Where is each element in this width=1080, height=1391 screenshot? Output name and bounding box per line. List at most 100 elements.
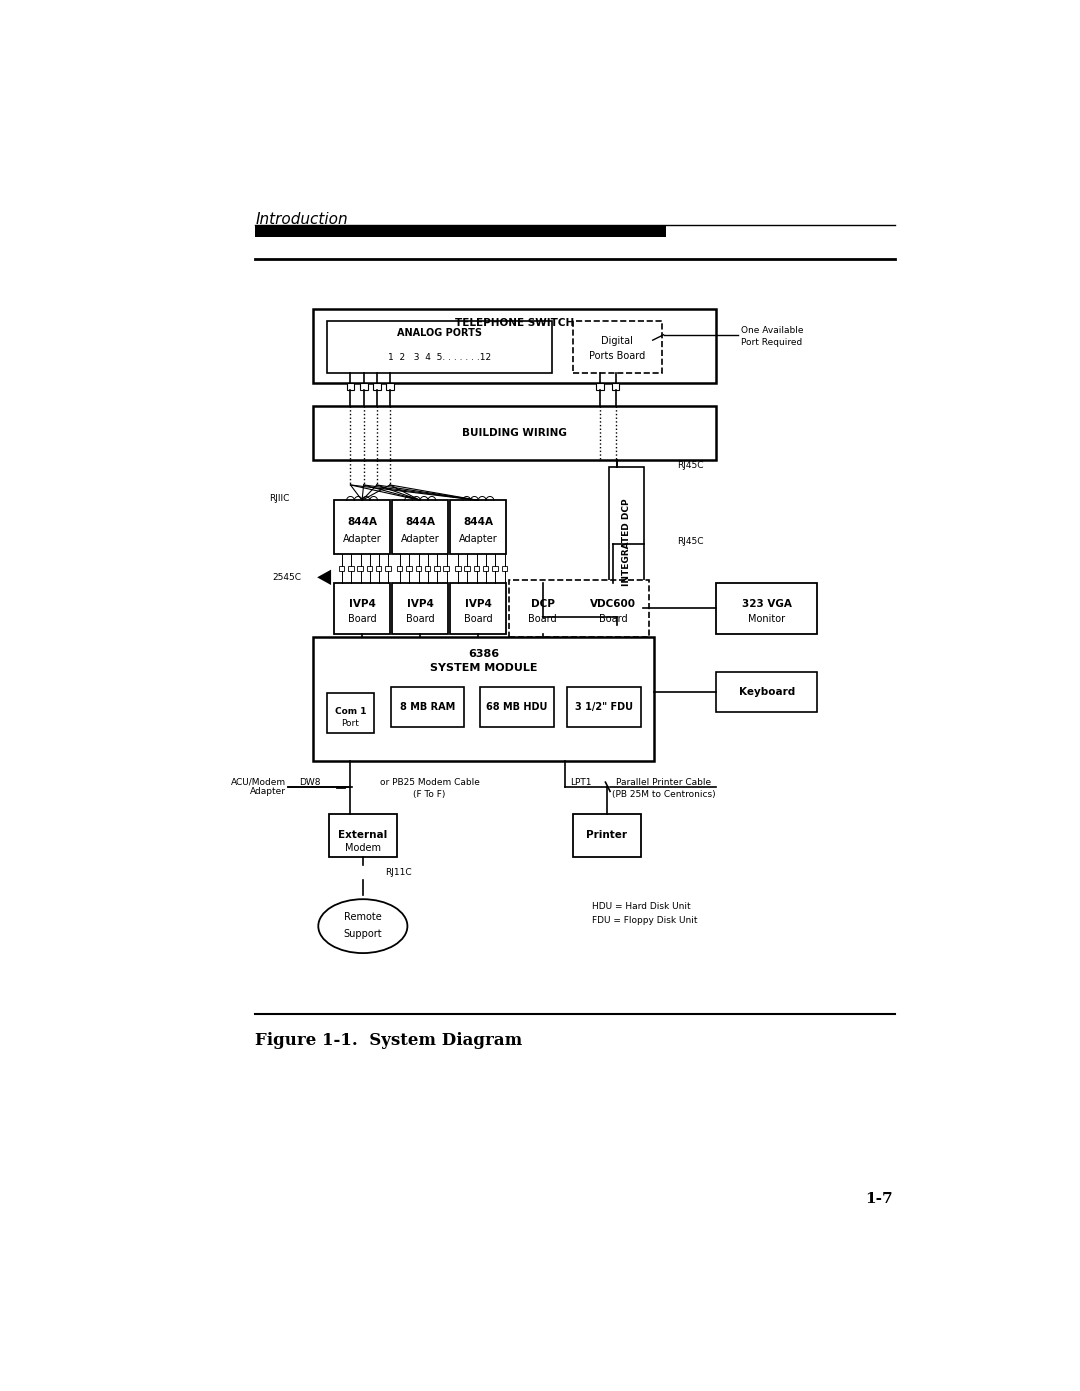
Bar — [313, 309, 716, 383]
Text: 323 VGA: 323 VGA — [742, 598, 792, 608]
Bar — [444, 566, 449, 572]
Bar — [716, 672, 816, 712]
Text: or PB25 Modem Cable: or PB25 Modem Cable — [379, 778, 480, 787]
Text: LPT1: LPT1 — [570, 778, 592, 787]
Bar — [450, 501, 507, 554]
Text: 1-7: 1-7 — [865, 1192, 893, 1206]
Text: Ports Board: Ports Board — [589, 352, 645, 362]
Text: Adapter: Adapter — [459, 534, 498, 544]
Bar — [424, 566, 430, 572]
Bar — [515, 583, 570, 633]
Text: RJ45C: RJ45C — [677, 462, 704, 470]
Bar — [455, 566, 460, 572]
Text: HDU = Hard Disk Unit: HDU = Hard Disk Unit — [592, 903, 691, 911]
Text: BUILDING WIRING: BUILDING WIRING — [462, 427, 567, 438]
Bar — [416, 566, 421, 572]
Bar — [376, 566, 381, 572]
Text: DCP: DCP — [530, 598, 555, 608]
Bar — [716, 583, 816, 633]
Text: Board: Board — [464, 613, 492, 625]
Bar — [334, 501, 390, 554]
Text: RJ11C: RJ11C — [386, 868, 411, 876]
Bar — [334, 583, 390, 633]
Text: 1  2   3  4  5. . . . . . .12: 1 2 3 4 5. . . . . . .12 — [388, 353, 491, 363]
Text: 68 MB HDU: 68 MB HDU — [486, 702, 546, 712]
Text: Board: Board — [406, 613, 434, 625]
Bar — [406, 566, 411, 572]
Text: 844A: 844A — [463, 517, 494, 527]
Bar — [583, 583, 644, 633]
Text: FDU = Floppy Disk Unit: FDU = Floppy Disk Unit — [592, 917, 698, 925]
Text: 6386: 6386 — [469, 650, 499, 659]
Bar — [572, 321, 662, 373]
Text: Board: Board — [348, 613, 377, 625]
Text: RJ45C: RJ45C — [677, 537, 704, 547]
Bar — [596, 383, 604, 391]
Text: Monitor: Monitor — [748, 613, 785, 625]
Text: External: External — [338, 829, 388, 840]
Text: Board: Board — [528, 613, 557, 625]
Bar — [339, 566, 345, 572]
Text: One Available: One Available — [741, 327, 804, 335]
Text: Keyboard: Keyboard — [739, 687, 795, 697]
Bar — [348, 566, 353, 572]
Text: Port: Port — [341, 719, 360, 727]
Text: DW8: DW8 — [299, 778, 320, 787]
Bar — [434, 566, 440, 572]
Text: Modem: Modem — [345, 843, 381, 853]
Text: (F To F): (F To F) — [414, 790, 446, 798]
Bar — [474, 566, 480, 572]
Text: IVP4: IVP4 — [464, 598, 491, 608]
Text: Remote: Remote — [343, 912, 381, 922]
Text: IVP4: IVP4 — [407, 598, 434, 608]
Text: Board: Board — [599, 613, 627, 625]
Bar — [501, 566, 507, 572]
Text: RJIIC: RJIIC — [270, 494, 291, 502]
Bar — [492, 566, 498, 572]
Text: IVP4: IVP4 — [349, 598, 376, 608]
Text: (PB 25M to Centronics): (PB 25M to Centronics) — [611, 790, 715, 798]
Text: 3 1/2" FDU: 3 1/2" FDU — [575, 702, 633, 712]
Bar — [391, 687, 464, 727]
Text: VDC600: VDC600 — [590, 598, 636, 608]
Bar — [313, 637, 654, 761]
Bar — [357, 566, 363, 572]
Text: 8 MB RAM: 8 MB RAM — [400, 702, 455, 712]
Text: Port Required: Port Required — [741, 338, 802, 346]
Text: Printer: Printer — [586, 830, 627, 840]
Text: Adapter: Adapter — [251, 787, 286, 796]
Ellipse shape — [319, 899, 407, 953]
Text: Adapter: Adapter — [342, 534, 381, 544]
Bar — [367, 566, 373, 572]
Text: Digital: Digital — [602, 337, 633, 346]
Bar — [483, 566, 488, 572]
Bar — [255, 227, 666, 236]
Bar — [464, 566, 470, 572]
Bar — [611, 383, 619, 391]
Text: Figure 1-1.  System Diagram: Figure 1-1. System Diagram — [255, 1032, 523, 1049]
Text: Support: Support — [343, 929, 382, 939]
Bar — [313, 406, 716, 459]
Bar — [327, 693, 374, 733]
Text: Adapter: Adapter — [401, 534, 440, 544]
Bar — [510, 580, 649, 637]
Text: Parallel Printer Cable: Parallel Printer Cable — [616, 778, 711, 787]
Bar — [373, 383, 380, 391]
Bar — [360, 383, 367, 391]
Polygon shape — [318, 570, 332, 586]
Text: ANALOG PORTS: ANALOG PORTS — [397, 328, 482, 338]
Text: Introduction: Introduction — [255, 211, 348, 227]
Text: 844A: 844A — [405, 517, 435, 527]
Text: ACU/Modem: ACU/Modem — [231, 778, 286, 787]
Text: 844A: 844A — [347, 517, 377, 527]
Bar — [450, 583, 507, 633]
Bar — [572, 815, 642, 857]
Bar — [392, 501, 448, 554]
Bar — [327, 321, 552, 373]
Bar — [347, 383, 354, 391]
Text: SYSTEM MODULE: SYSTEM MODULE — [430, 664, 538, 673]
Bar — [386, 566, 391, 572]
Text: TELEPHONE SWITCH: TELEPHONE SWITCH — [455, 319, 575, 328]
Bar — [387, 383, 394, 391]
Bar — [397, 566, 403, 572]
